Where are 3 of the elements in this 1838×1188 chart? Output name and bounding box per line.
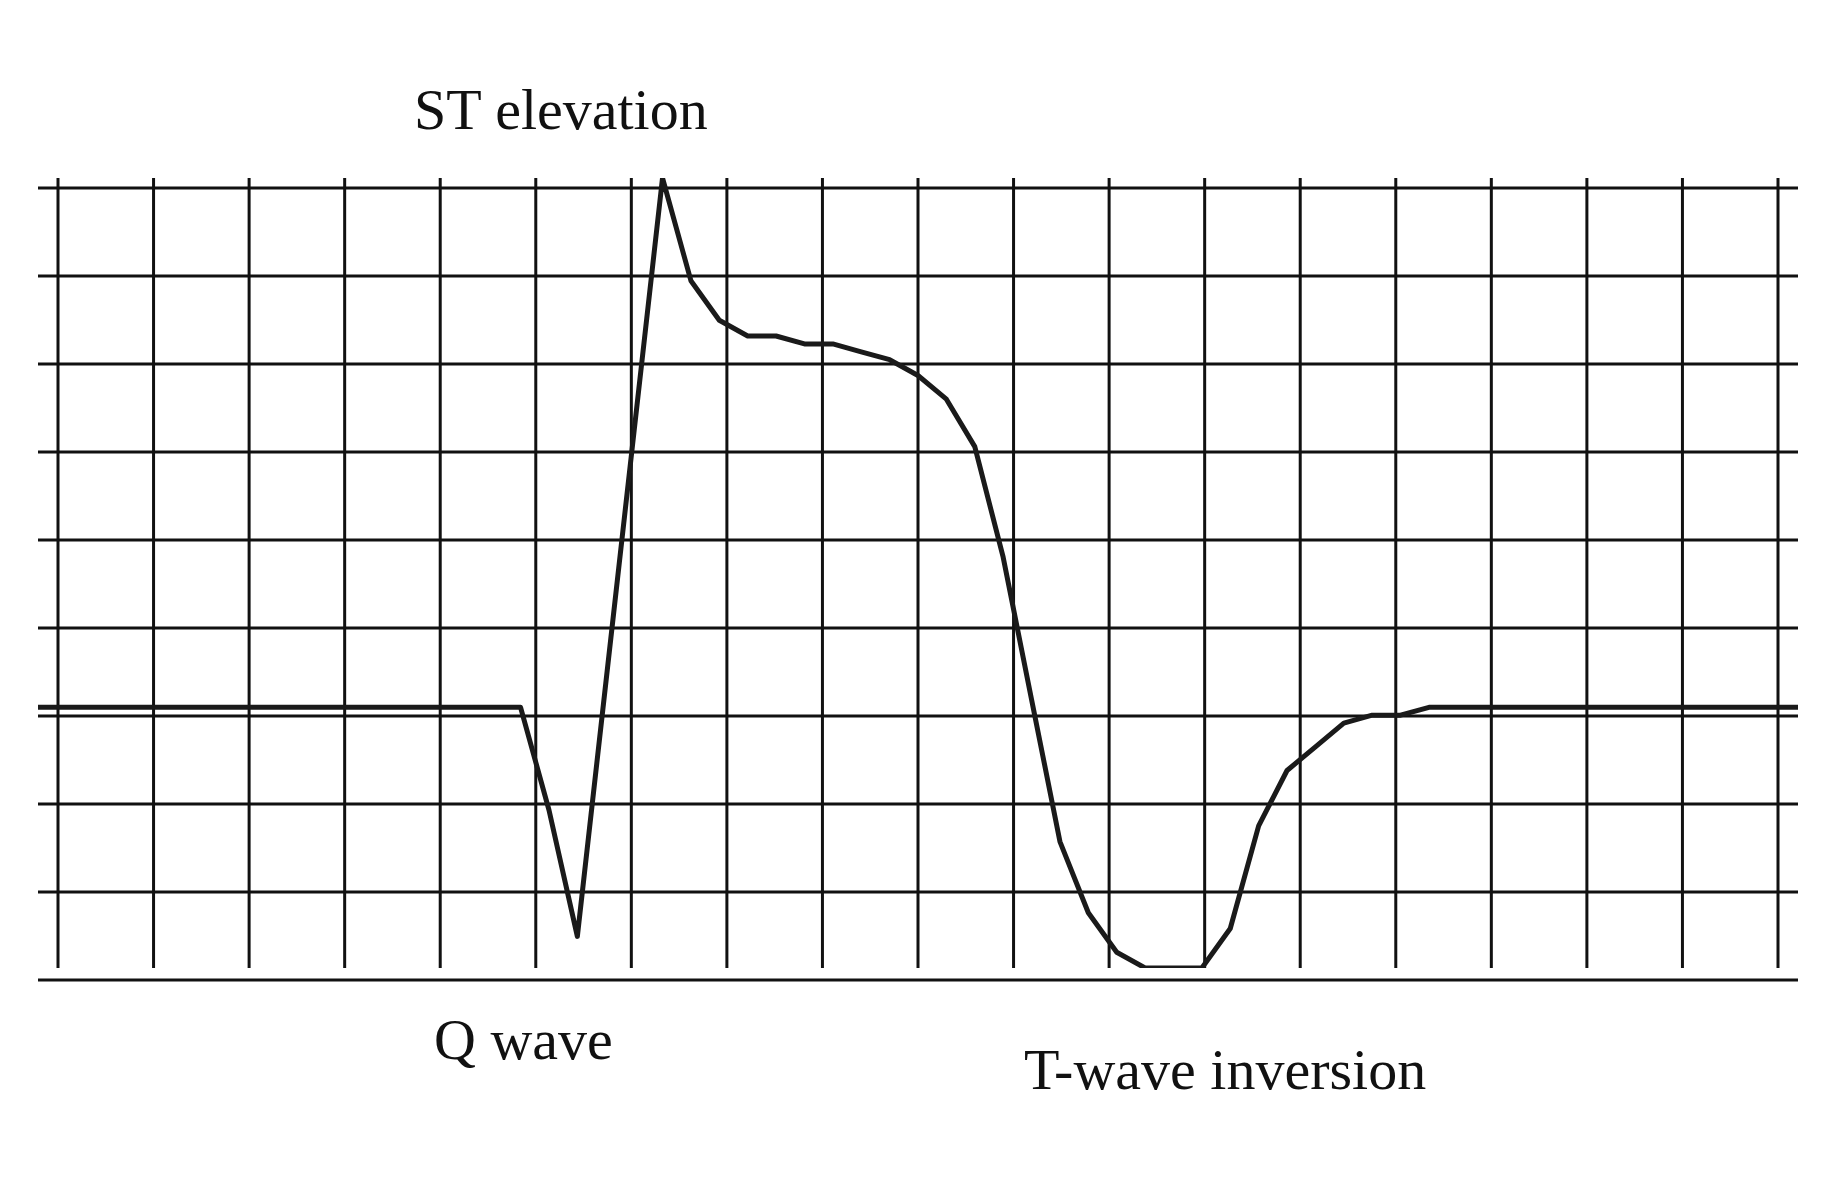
- text: T-wave inversion: [1018, 1037, 1433, 1102]
- text: Q wave: [428, 1007, 619, 1072]
- text: ST elevation: [408, 77, 714, 142]
